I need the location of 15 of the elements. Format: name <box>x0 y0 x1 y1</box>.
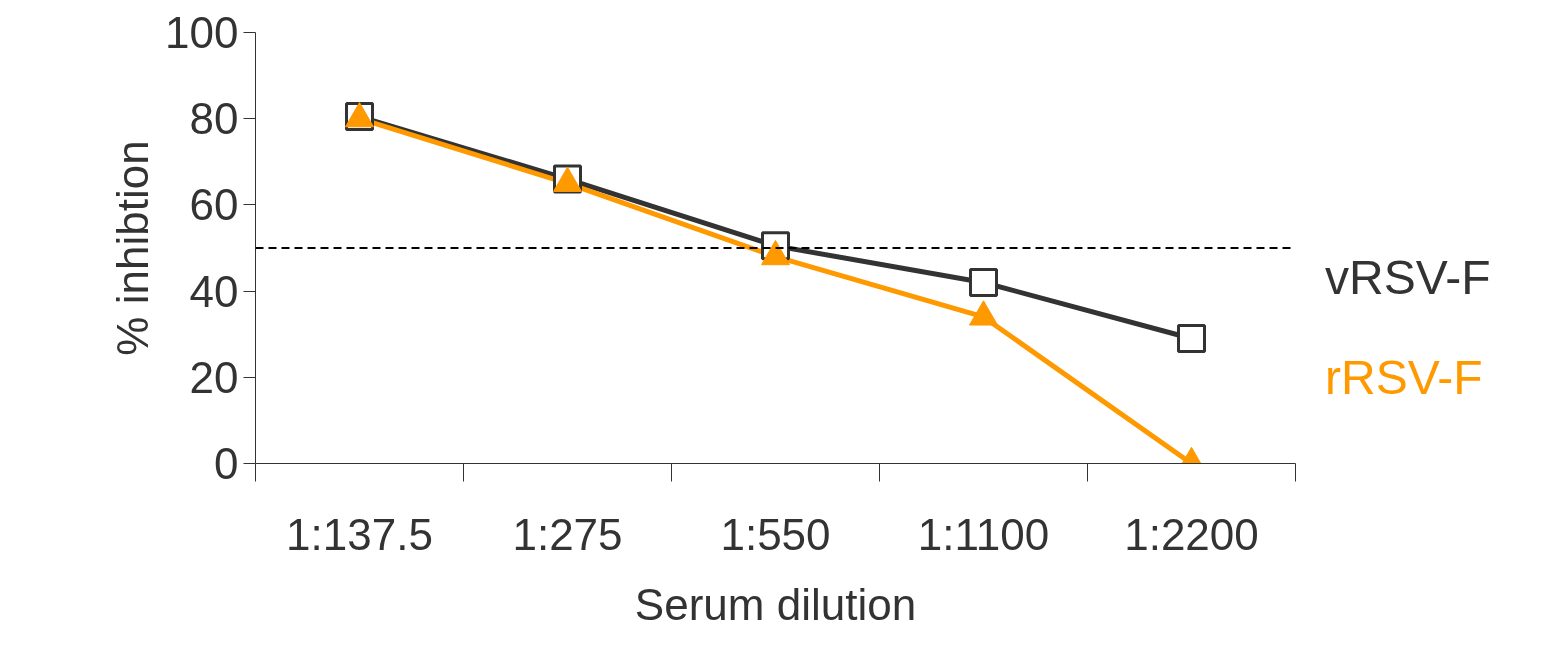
x-tick-label: 1:550 <box>720 509 831 559</box>
x-tick-label: 1:275 <box>512 509 623 559</box>
text: vRSV-F <box>1325 250 1491 304</box>
y-tick-label: 0 <box>214 439 239 488</box>
x-tick-label: 1:1100 <box>917 509 1050 559</box>
y-axis-title: % inhibtion <box>108 140 158 356</box>
y-tick-label: 80 <box>189 94 239 144</box>
y-tick-label: 20 <box>189 352 239 402</box>
x-tick-label: 1:137.5 <box>286 509 433 559</box>
y-tick-label: 40 <box>189 266 239 316</box>
x-axis-title: Serum dilution <box>634 579 917 629</box>
y-tick-label: 60 <box>189 180 239 230</box>
y-tick-label: 100 <box>165 8 239 57</box>
x-tick-label: 1:2200 <box>1124 509 1259 559</box>
text: rRSV-F <box>1325 350 1483 404</box>
